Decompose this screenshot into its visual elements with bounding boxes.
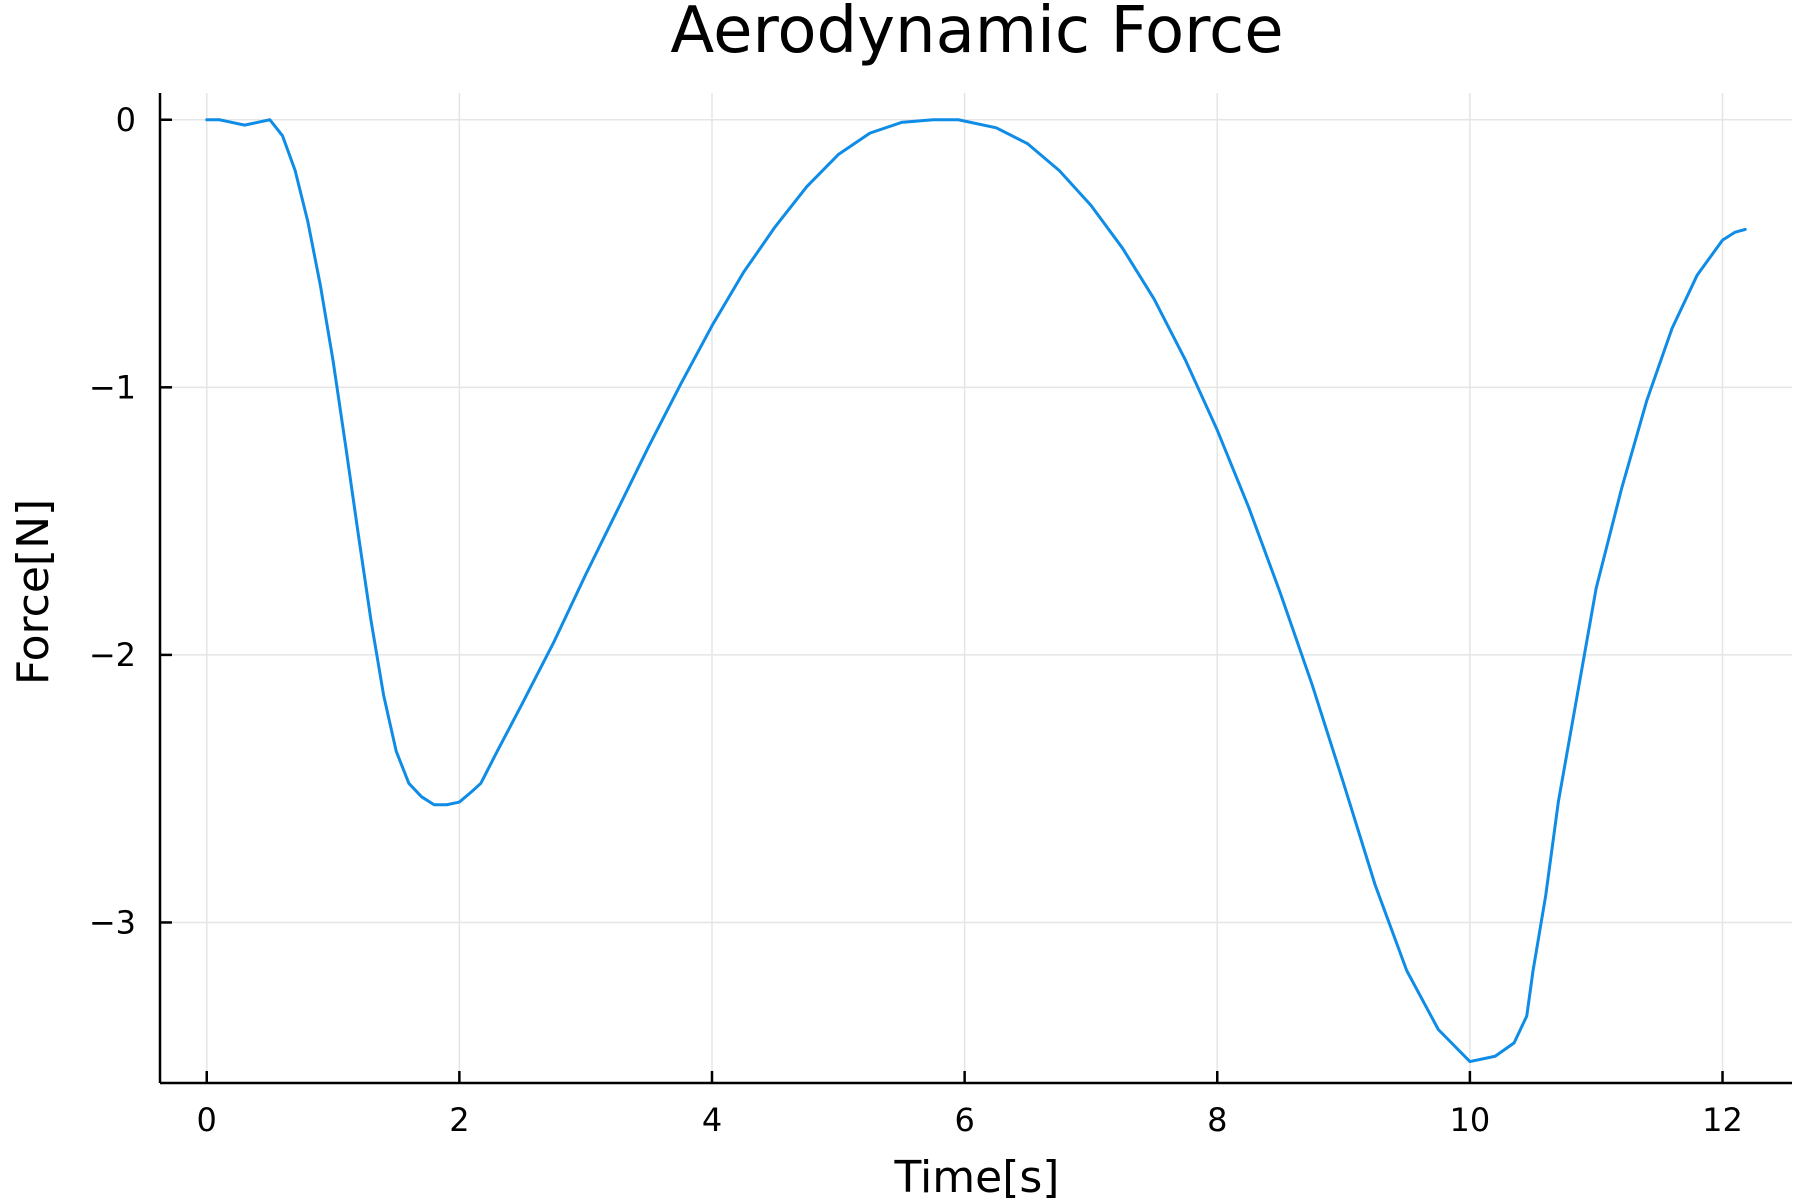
x-tick-label: 12 xyxy=(1702,1101,1743,1139)
x-axis-label: Time[s] xyxy=(894,1152,1060,1200)
x-tick-label: 8 xyxy=(1207,1101,1227,1139)
y-tick-label: −1 xyxy=(89,368,136,406)
x-tick-label: 4 xyxy=(702,1101,722,1139)
series-line xyxy=(205,118,1747,1064)
x-tick-label: 2 xyxy=(449,1101,469,1139)
series-layer xyxy=(205,118,1747,1064)
y-tick-label: −3 xyxy=(89,903,136,941)
grid-layer xyxy=(160,93,1792,1083)
ticks-layer: 0 2 4 6 8 10 12 0 −1 −2 −3 xyxy=(89,101,1743,1139)
x-tick-label: 10 xyxy=(1450,1101,1491,1139)
axes-layer xyxy=(158,93,1792,1085)
x-tick-label: 6 xyxy=(954,1101,974,1139)
chart-title: Aerodynamic Force xyxy=(670,0,1283,68)
y-tick-label: 0 xyxy=(116,101,136,139)
y-tick-label: −2 xyxy=(89,636,136,674)
y-axis-label: Force[N] xyxy=(8,499,59,685)
x-tick-label: 0 xyxy=(197,1101,217,1139)
